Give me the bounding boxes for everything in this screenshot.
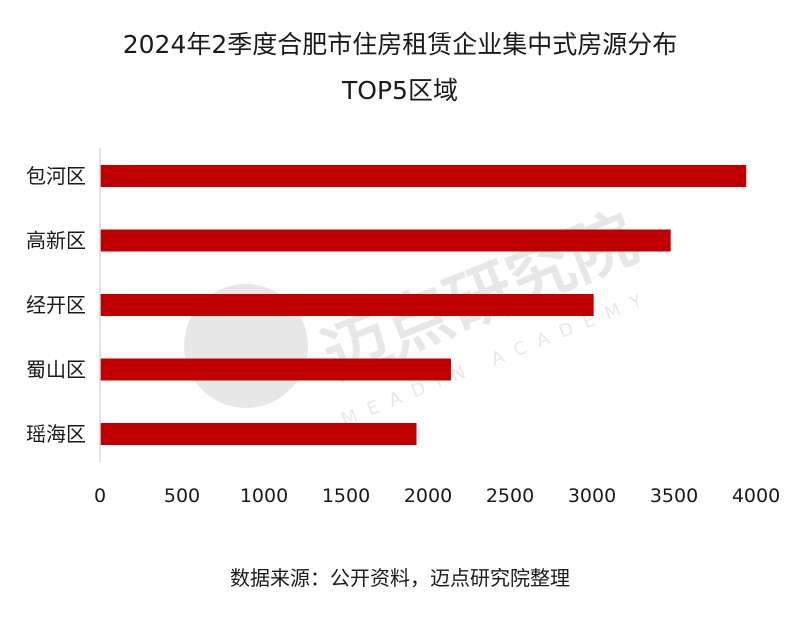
bar-1 — [100, 165, 747, 187]
x-tick-label-2: 500 — [164, 485, 200, 507]
data-source-note: 数据来源：公开资料，迈点研究院整理 — [230, 566, 570, 590]
x-tick-label-5: 2000 — [404, 485, 452, 507]
chart-title: 2024年2季度合肥市住房租赁企业集中式房源分布 — [122, 30, 678, 59]
x-tick-label-6: 2500 — [486, 485, 534, 507]
bars-group — [100, 165, 747, 445]
chart-subtitle: TOP5区域 — [342, 76, 458, 105]
x-tick-label-1: 0 — [94, 485, 106, 507]
x-tick-label-3: 1000 — [240, 485, 288, 507]
bar-5 — [100, 423, 417, 445]
category-label-2: 高新区 — [26, 229, 86, 253]
bar-3 — [100, 294, 594, 316]
bar-4 — [100, 358, 451, 381]
x-tick-label-8: 3500 — [650, 485, 698, 507]
category-label-5: 瑶海区 — [26, 422, 86, 446]
x-tick-label-9: 4000 — [732, 485, 780, 507]
category-label-1: 包河区 — [26, 164, 86, 188]
x-tick-label-4: 1500 — [322, 485, 370, 507]
category-label-3: 经开区 — [26, 293, 86, 317]
x-tick-labels: 0 500 1000 1500 2000 2500 3000 3500 4000 — [94, 485, 780, 507]
x-tick-label-7: 3000 — [568, 485, 616, 507]
category-label-4: 蜀山区 — [26, 358, 86, 382]
bar-2 — [100, 229, 671, 252]
